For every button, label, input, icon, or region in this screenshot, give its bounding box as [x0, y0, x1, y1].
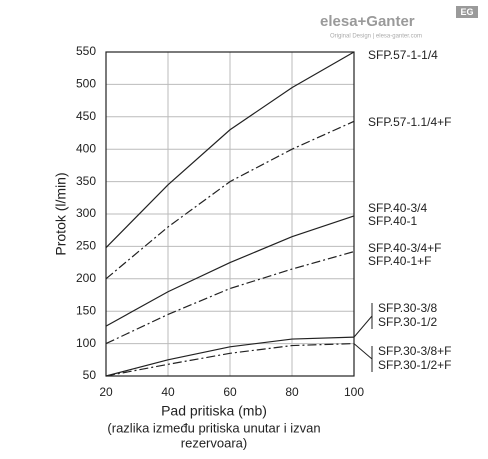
y-label: Protok (l/min) — [53, 172, 69, 255]
series-line — [105, 336, 355, 377]
series-label: SFP.30-1/2 — [378, 315, 437, 329]
y-tick-label: 100 — [76, 336, 96, 350]
series-label: SFP.30-1/2+F — [378, 358, 452, 372]
series-label: SFP.30-3/8+F — [378, 344, 452, 358]
y-tick-label: 550 — [76, 44, 96, 58]
series-label: SFP.57-1.1/4+F — [368, 115, 452, 129]
y-tick-label: 250 — [76, 239, 96, 253]
series-label: SFP.40-3/4 — [368, 201, 427, 215]
series-line — [105, 120, 355, 280]
x-label-note: (razlika između pritiska unutar i izvan — [107, 420, 320, 435]
series-label: SFP.30-3/8 — [378, 301, 437, 315]
series-label: SFP.57-1-1/4 — [368, 48, 438, 62]
label-bracket — [353, 303, 373, 338]
series-label: SFP.40-3/4+F — [368, 241, 442, 255]
series-line — [105, 251, 355, 345]
brand: elesa+Ganter — [320, 13, 415, 30]
series-line — [105, 343, 355, 377]
series-label: SFP.40-1 — [368, 214, 417, 228]
series-label: SFP.40-1+F — [368, 254, 431, 268]
x-tick-label: 40 — [161, 385, 175, 399]
x-tick-label: 20 — [99, 385, 113, 399]
label-bracket — [353, 343, 373, 372]
y-tick-label: 400 — [76, 141, 96, 155]
series-line — [105, 51, 355, 249]
tagline: Original Design | elesa-ganter.com — [330, 34, 422, 40]
y-tick-label: 450 — [76, 109, 96, 123]
x-label-note: rezervoara) — [181, 435, 247, 450]
badge-box — [456, 6, 478, 18]
y-tick-label: 150 — [76, 303, 96, 317]
y-tick-label: 50 — [83, 368, 97, 382]
y-tick-label: 500 — [76, 77, 96, 91]
badge: EG — [460, 7, 473, 17]
x-tick-label: 100 — [344, 385, 364, 399]
y-tick-label: 200 — [76, 271, 96, 285]
series-line — [105, 215, 355, 327]
x-tick-label: 60 — [223, 385, 237, 399]
x-label: Pad pritiska (mb) — [161, 403, 267, 419]
x-tick-label: 80 — [285, 385, 299, 399]
y-tick-label: 300 — [76, 206, 96, 220]
y-tick-label: 350 — [76, 174, 96, 188]
plot-frame — [105, 51, 355, 377]
